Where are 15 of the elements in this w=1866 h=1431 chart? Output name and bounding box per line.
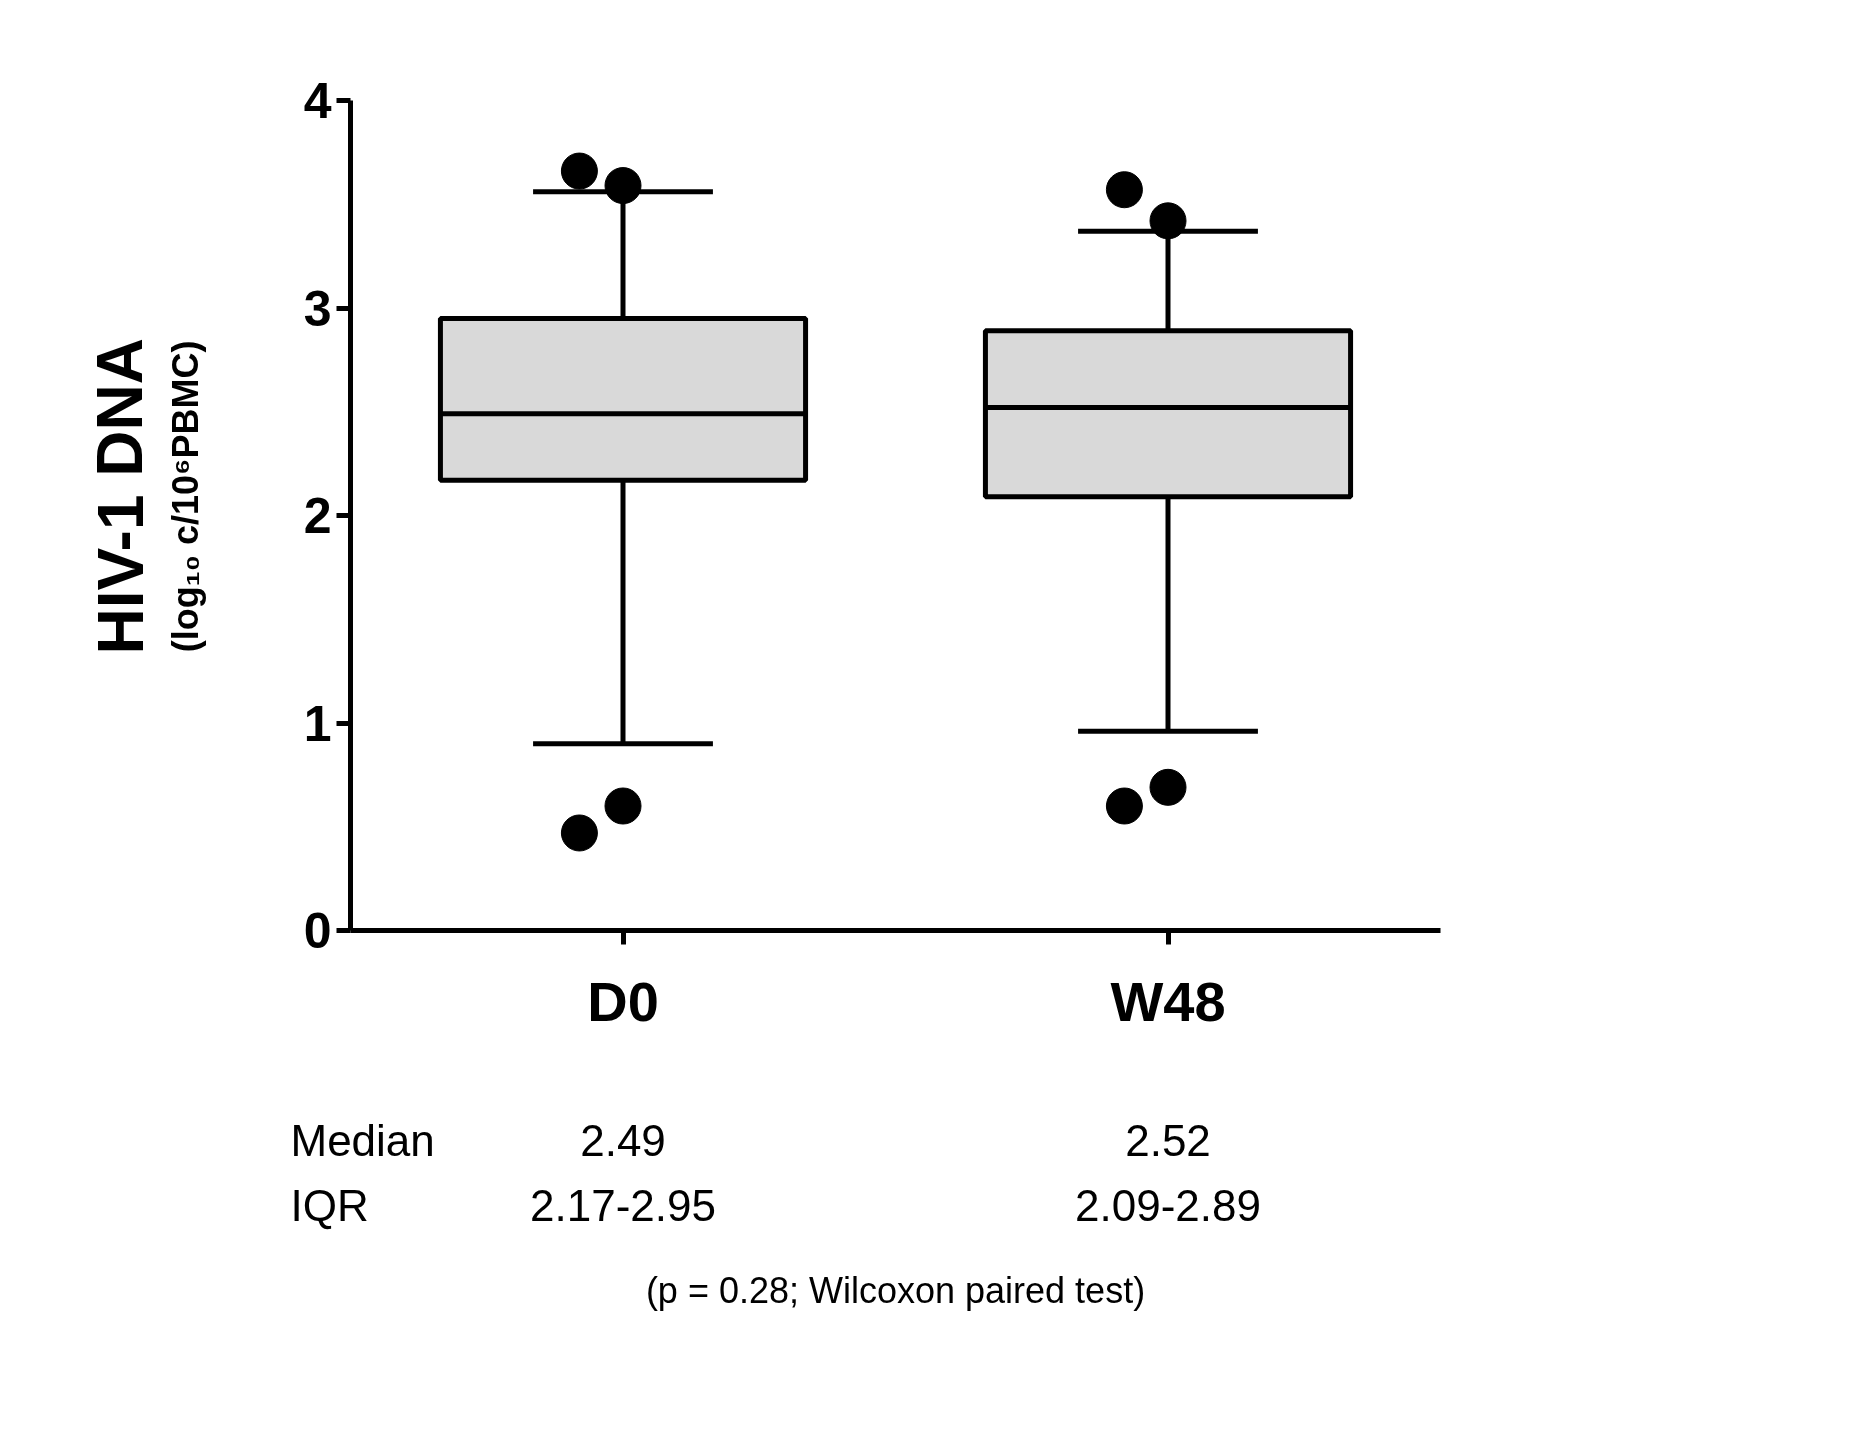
text: 2.09-2.89	[1075, 1181, 1261, 1230]
y-tick-label: 1	[303, 695, 332, 752]
text: 2.49	[580, 1116, 666, 1165]
text: 2.52	[1125, 1116, 1211, 1165]
y-axis-title: HIV-1 DNA (log₁₀ c/10⁶PBMC)	[84, 338, 206, 655]
text: IQR	[290, 1181, 369, 1230]
text: (p = 0.28; Wilcoxon paired test)	[645, 1270, 1146, 1311]
text: 2.17-2.95	[530, 1181, 716, 1230]
text: Median	[290, 1116, 435, 1165]
y-tick-label: 4	[303, 73, 332, 129]
y-tick-label: 0	[303, 903, 332, 959]
y-tick-label: 3	[303, 280, 332, 337]
y-tick-label: 2	[303, 488, 332, 544]
x-tick-label: W48	[1110, 969, 1226, 1033]
x-tick-label: D0	[587, 969, 659, 1033]
